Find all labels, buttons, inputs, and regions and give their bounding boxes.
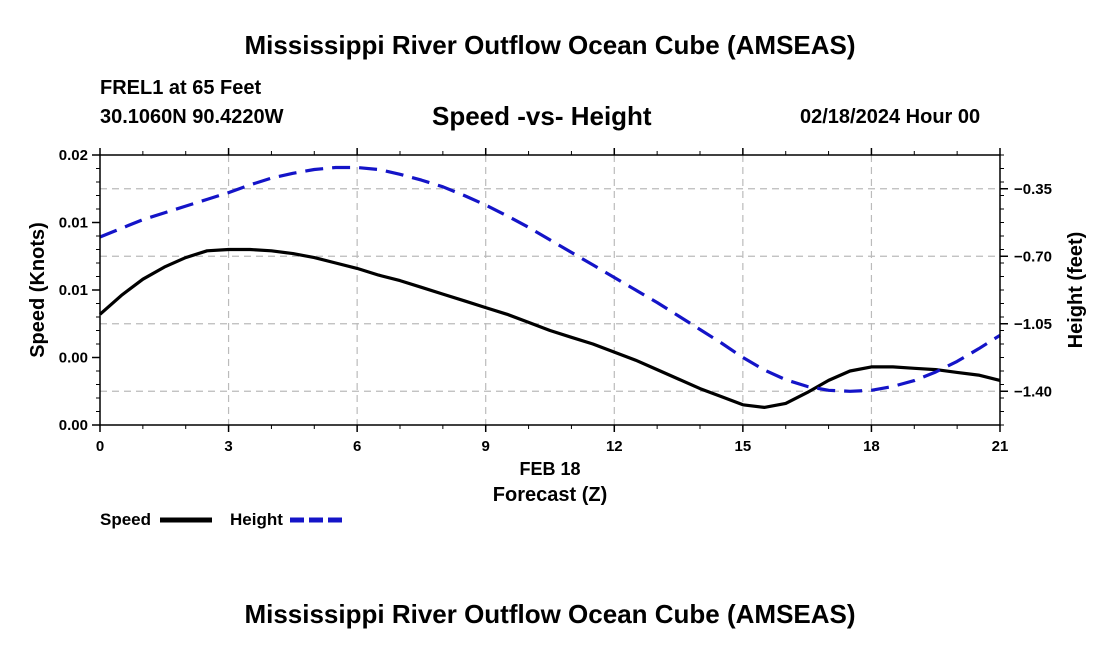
y2-tick-label: −1.40	[1014, 383, 1052, 400]
axis-ticks	[92, 148, 1008, 432]
x-axis-title: Forecast (Z)	[493, 484, 607, 506]
y-tick-label: 0.01	[59, 282, 88, 299]
x-tick-label: 3	[224, 438, 232, 455]
speed-series-line	[98, 247, 1001, 409]
x-tick-label: 0	[96, 438, 104, 455]
x-tick-label: 9	[482, 438, 490, 455]
y-tick-label: 0.00	[59, 417, 88, 434]
station-label: FREL1 at 65 Feet	[100, 77, 262, 99]
legend: Speed Height	[100, 510, 342, 529]
bottom-title: Mississippi River Outflow Ocean Cube (AM…	[244, 599, 856, 629]
chart-title: Speed -vs- Height	[432, 101, 652, 131]
x-tick-label: 18	[863, 438, 880, 455]
x-tick-label: 6	[353, 438, 361, 455]
y-tick-label: 0.02	[59, 147, 88, 164]
legend-label-speed: Speed	[100, 510, 151, 529]
y2-tick-label: −0.35	[1014, 181, 1052, 198]
y-tick-label: 0.01	[59, 215, 88, 232]
x-tick-label: 21	[992, 438, 1009, 455]
y-tick-label: 0.00	[59, 350, 88, 367]
axis-labels: 0 3 6 9 12 15 18 21 0.00 0.00 0.01 0.01 0.02 −1.40 −1.…	[27, 147, 1087, 506]
main-title: Mississippi River Outflow Ocean Cube (AM…	[244, 30, 856, 60]
y2-tick-label: −0.70	[1014, 248, 1052, 265]
y2-axis-title: Height (feet)	[1065, 232, 1087, 349]
forecast-datetime: 02/18/2024 Hour 00	[800, 106, 981, 128]
y-axis-title: Speed (Knots)	[27, 222, 49, 358]
coordinates-label: 30.1060N 90.4220W	[100, 106, 284, 128]
x-axis-date-label: FEB 18	[519, 459, 580, 479]
series-lines	[98, 165, 1001, 409]
x-tick-label: 15	[735, 438, 752, 455]
x-tick-label: 12	[606, 438, 623, 455]
grid-lines	[100, 155, 1000, 425]
plot-frame	[99, 154, 1001, 426]
y2-tick-label: −1.05	[1014, 316, 1052, 333]
legend-label-height: Height	[230, 510, 283, 529]
height-series-line	[99, 165, 1001, 393]
